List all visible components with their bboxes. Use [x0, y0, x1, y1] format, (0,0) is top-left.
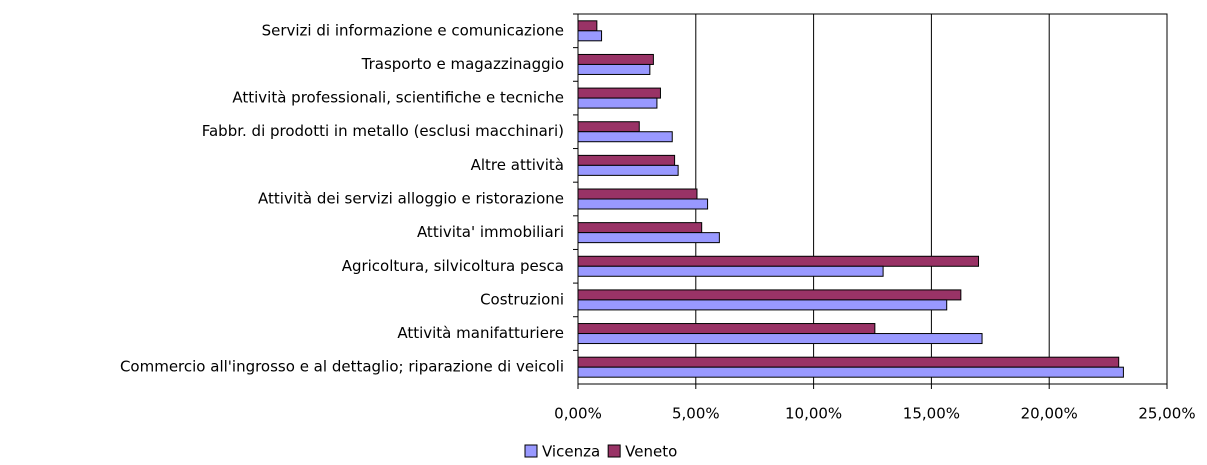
- x-tick-label: 10,00%: [785, 405, 842, 423]
- bar: [577, 131, 673, 143]
- y-tick-label: Attività dei servizi alloggio e ristoraz…: [258, 190, 564, 208]
- y-tick-label: Trasporto e magazzinaggio: [361, 55, 564, 73]
- legend-label: Veneto: [625, 443, 677, 461]
- bar: [577, 121, 640, 133]
- y-tick-label: Attività manifatturiere: [397, 324, 564, 342]
- x-tick-label: 15,00%: [903, 405, 960, 423]
- y-tick-label: Commercio all'ingrosso e al dettaglio; r…: [120, 358, 564, 376]
- bar: [577, 188, 698, 200]
- y-tick-label: Costruzioni: [480, 290, 564, 308]
- y-tick-label: Attivita' immobiliari: [417, 223, 564, 241]
- bar: [577, 30, 603, 42]
- y-tick-label: Altre attività: [471, 156, 564, 174]
- bar: [577, 232, 720, 244]
- bar: [577, 265, 884, 277]
- bar: [577, 222, 703, 234]
- bar: [577, 154, 676, 166]
- bar: [577, 97, 658, 109]
- bar: [577, 333, 983, 345]
- legend-label: Vicenza: [542, 443, 600, 461]
- legend-swatch: [607, 444, 621, 458]
- bar: [577, 87, 661, 99]
- x-tick-label: 20,00%: [1021, 405, 1078, 423]
- bar: [577, 63, 651, 75]
- y-tick-label: Attività professionali, scientifiche e t…: [232, 89, 564, 107]
- bar: [577, 53, 654, 65]
- x-tick-label: 25,00%: [1138, 405, 1195, 423]
- bar: [577, 20, 598, 32]
- y-tick-label: Agricoltura, silvicoltura pesca: [342, 257, 564, 275]
- bar: [577, 366, 1124, 378]
- bar: [577, 289, 962, 301]
- bar: [577, 164, 679, 176]
- x-tick-label: 0,00%: [554, 405, 602, 423]
- bar: [577, 198, 709, 210]
- legend-swatch: [524, 444, 538, 458]
- x-tick-label: 5,00%: [672, 405, 720, 423]
- bar: [577, 323, 876, 335]
- y-tick-label: Fabbr. di prodotti in metallo (esclusi m…: [202, 122, 564, 140]
- bar: [577, 356, 1120, 368]
- bar: [577, 255, 980, 267]
- bar: [577, 299, 948, 311]
- y-tick-label: Servizi di informazione e comunicazione: [262, 21, 564, 39]
